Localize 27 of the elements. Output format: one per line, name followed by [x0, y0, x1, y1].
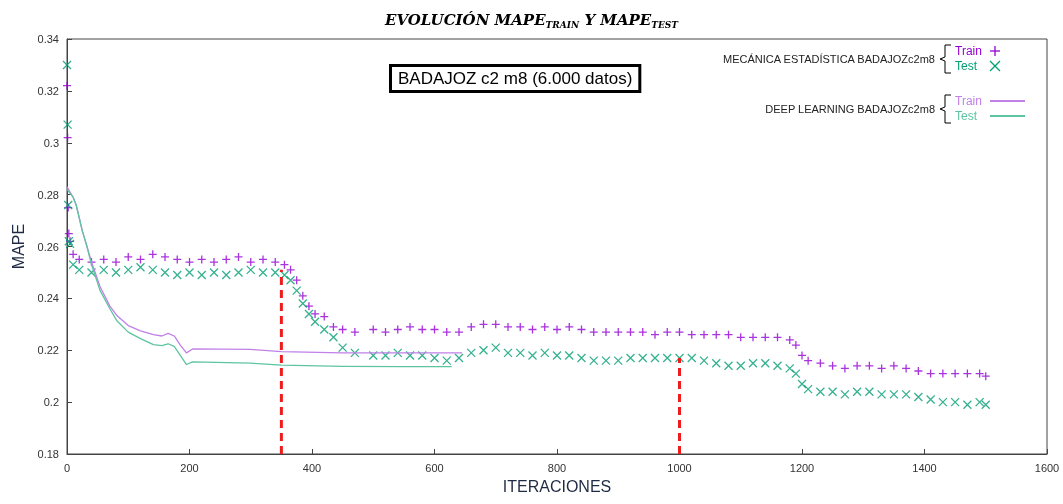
y-tick-label: 0.2	[43, 396, 59, 409]
x-tick-label: 1200	[789, 461, 815, 474]
y-tick-label: 0.26	[37, 240, 59, 253]
y-tick-label: 0.18	[37, 448, 59, 460]
y-tick-label: 0.24	[37, 292, 59, 305]
annotation: BADAJOZ c2 m8 (6.000 datos)	[398, 69, 633, 88]
text: Train	[955, 44, 982, 58]
x-tick-label: 1400	[912, 461, 937, 474]
y-tick-label: 0.32	[37, 84, 59, 97]
x-tick-label: 600	[425, 461, 444, 474]
annotation: MECÁNICA ESTADÍSTICA BADAJOZc2m8	[723, 53, 935, 65]
x-axis-title: ITERACIONES	[502, 477, 612, 495]
text: Test	[955, 59, 978, 73]
text: Test	[955, 109, 978, 123]
x-tick-label: 1000	[667, 461, 692, 474]
y-tick-label: 0.22	[37, 344, 59, 357]
y-axis-title: MAPE	[10, 223, 28, 270]
y-tick-label: 0.3	[43, 136, 59, 149]
x-tick-label: 0	[63, 461, 71, 474]
x-tick-label: 400	[302, 461, 322, 474]
y-tick-label: 0.34	[37, 33, 59, 45]
x-tick-label: 200	[180, 461, 199, 474]
text: Train	[955, 94, 982, 108]
y-tick-label: 0.28	[37, 188, 59, 201]
x-tick-label: 800	[547, 461, 567, 474]
x-tick-label: 1600	[1034, 461, 1060, 474]
annotation: DEEP LEARNING BADAJOZc2m8	[765, 103, 935, 115]
